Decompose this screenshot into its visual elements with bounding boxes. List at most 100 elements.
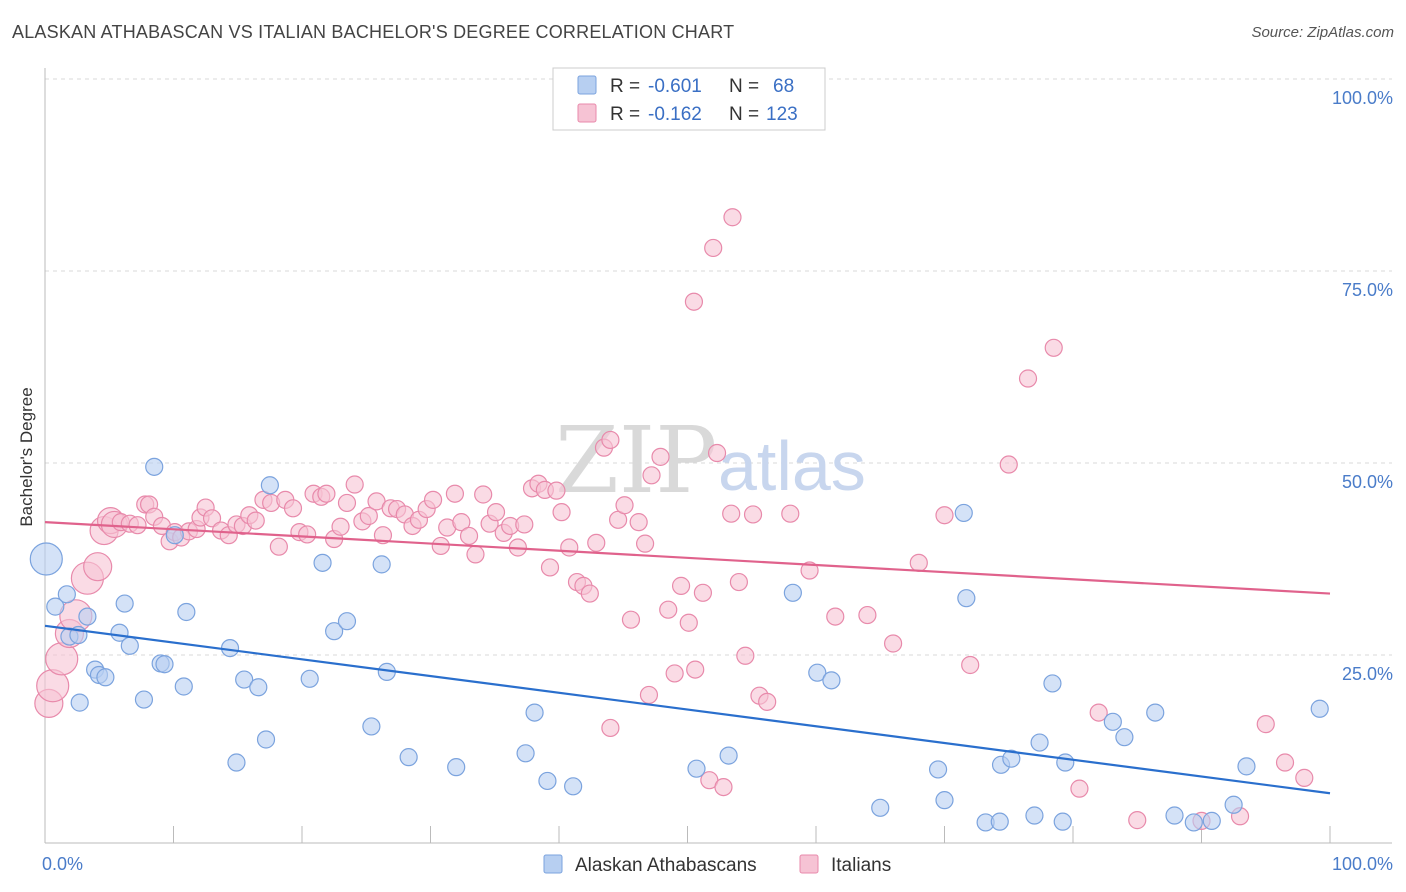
alaskan-point	[928, 760, 948, 779]
italian-point	[758, 692, 777, 711]
italian-point	[693, 583, 713, 602]
italian-point	[83, 552, 113, 582]
italian-point	[540, 558, 560, 577]
italian-point	[359, 506, 378, 526]
alaskan-point	[525, 703, 544, 722]
alaskan-point	[1184, 813, 1203, 832]
alaskan-point	[46, 597, 65, 616]
alaskan-point	[957, 589, 976, 608]
alaskan-point	[1224, 795, 1243, 814]
alaskan-point	[538, 771, 557, 791]
alaskan-point	[145, 457, 164, 476]
italian-point	[486, 503, 506, 522]
italian-point	[826, 607, 845, 626]
legend-swatch-blue	[577, 75, 597, 95]
italian-point	[560, 538, 579, 557]
italian-point	[331, 517, 350, 536]
italian-point	[1044, 338, 1063, 357]
italian-point	[547, 481, 566, 500]
alaskan-point	[399, 748, 418, 767]
alaskan-point	[337, 612, 357, 631]
alaskan-point	[155, 655, 174, 674]
alaskan-point	[260, 476, 279, 495]
italian-point	[283, 499, 303, 518]
alaskan-point	[822, 671, 841, 690]
italian-point	[474, 485, 493, 504]
alaskan-point	[1115, 728, 1134, 747]
bottom-legend-label-italians: Italians	[831, 855, 891, 876]
italian-point	[684, 292, 704, 311]
alaskan-point	[372, 555, 391, 574]
alaskan-point	[808, 663, 827, 682]
italian-point	[722, 504, 741, 523]
alaskan-point	[134, 690, 154, 709]
alaskan-point	[256, 730, 276, 749]
alaskan-point	[1030, 733, 1049, 752]
italian-point	[337, 493, 357, 513]
italian-point	[1256, 715, 1275, 734]
alaskan-point	[313, 553, 332, 572]
italian-point	[639, 685, 659, 705]
legend-swatch-pink	[577, 103, 597, 123]
watermark-zip: ZIP	[555, 407, 717, 514]
italian-point	[883, 634, 903, 653]
italian-point	[629, 513, 648, 532]
chart-title: ALASKAN ATHABASCAN VS ITALIAN BACHELOR'S…	[12, 22, 735, 42]
italian-point	[1295, 768, 1314, 787]
italian-point	[452, 513, 471, 532]
alaskan-point	[990, 812, 1009, 831]
italian-point	[743, 505, 763, 524]
italian-point	[736, 646, 755, 665]
italian-point	[202, 509, 222, 528]
italian-point	[445, 484, 465, 503]
bottom-legend-label-alaskan: Alaskan Athabascans	[575, 855, 757, 876]
trend-lines	[44, 521, 1331, 795]
italian-point	[781, 504, 800, 523]
watermark-atlas: atlas	[718, 427, 866, 505]
y-tick-label-100: 100.0%	[1332, 88, 1393, 108]
alaskan-point	[57, 585, 76, 604]
alaskan-point	[719, 746, 738, 765]
x-tick-labels: 0.0% 100.0%	[42, 854, 1393, 874]
alaskan-point	[1310, 699, 1329, 718]
italian-point	[935, 506, 954, 525]
alaskan-point	[1056, 753, 1075, 772]
legend-n-label-1: N =	[729, 104, 759, 125]
italian-point	[317, 484, 336, 503]
italian-point	[615, 496, 634, 515]
italian-point	[269, 537, 288, 556]
alaskan-point	[1025, 806, 1044, 825]
alaskan-point	[1202, 811, 1221, 830]
italian-point	[621, 610, 641, 629]
italian-point	[345, 475, 364, 494]
italian-point	[431, 536, 450, 556]
alaskan-point	[174, 677, 193, 696]
italian-point	[635, 534, 655, 553]
alaskan-point	[362, 717, 381, 736]
alaskan-point	[115, 594, 134, 613]
alaskan-point	[177, 602, 196, 622]
legend-n-label-0: N =	[729, 76, 759, 97]
alaskan-point	[70, 693, 89, 712]
alaskan-point	[300, 669, 319, 688]
italian-point	[999, 455, 1018, 474]
alaskan-point	[1043, 674, 1062, 693]
italian-point	[671, 576, 691, 595]
alaskan-point	[78, 607, 97, 626]
alaskan-point	[1165, 806, 1184, 825]
alaskan-point	[165, 526, 184, 545]
alaskan-point	[1146, 703, 1165, 722]
chart-source: Source: ZipAtlas.com	[1251, 24, 1394, 41]
alaskan-point	[783, 583, 802, 602]
alaskan-point	[227, 753, 246, 772]
italians-points	[34, 208, 1314, 830]
alaskan-point	[249, 678, 268, 697]
italian-point	[1089, 703, 1108, 722]
bottom-legend-swatch-blue	[543, 854, 563, 874]
y-tick-label-75: 75.0%	[1342, 280, 1393, 300]
legend-n-value-1: 123	[766, 104, 798, 125]
alaskan-point	[120, 636, 139, 655]
legend-n-value-0: 68	[773, 76, 794, 97]
italian-point	[128, 516, 147, 535]
